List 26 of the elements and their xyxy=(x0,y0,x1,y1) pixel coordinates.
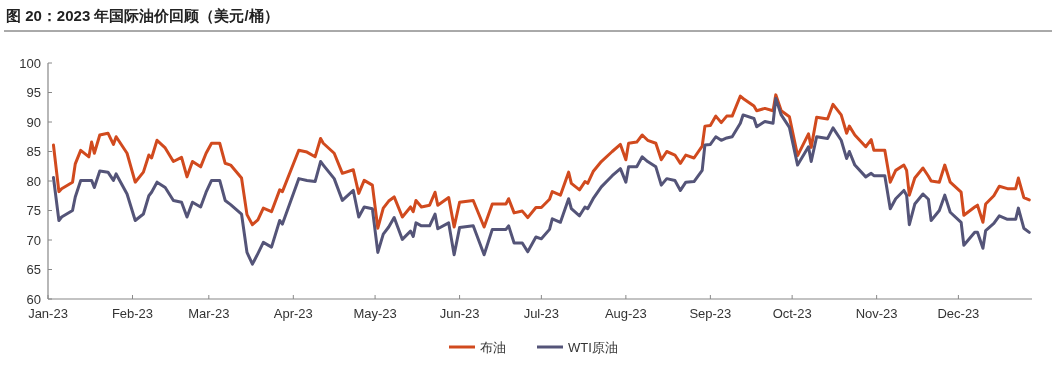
line-series xyxy=(51,93,1031,230)
legend-label: WTI原油 xyxy=(568,340,618,355)
chart-title: 图 20：2023 年国际油价回顾（美元/桶） xyxy=(6,7,279,24)
x-tick-label: Aug-23 xyxy=(604,306,647,321)
legend-label: 布油 xyxy=(480,340,506,355)
x-tick-label: Apr-23 xyxy=(273,306,313,321)
x-tick-label: Dec-23 xyxy=(937,306,980,321)
y-tick-label: 65 xyxy=(26,262,41,277)
x-tick-label: May-23 xyxy=(353,306,397,321)
y-tick-label: 80 xyxy=(26,173,41,189)
y-tick-label: 75 xyxy=(26,203,41,218)
x-tick-label: Mar-23 xyxy=(188,306,230,321)
y-tick-label: 85 xyxy=(26,144,41,159)
y-tick-label: 95 xyxy=(26,85,41,100)
x-tick-label: Jan-23 xyxy=(28,306,68,321)
y-tick-label: 100 xyxy=(19,55,41,71)
x-tick-label: Oct-23 xyxy=(772,306,812,321)
y-tick-label: 70 xyxy=(26,232,41,248)
x-tick-label: Sep-23 xyxy=(689,306,732,321)
line-series xyxy=(51,96,1031,266)
x-tick-label: Jun-23 xyxy=(439,306,480,321)
x-tick-label: Jul-23 xyxy=(523,306,560,321)
y-tick-label: 90 xyxy=(26,114,41,130)
x-tick-label: Feb-23 xyxy=(111,306,154,321)
y-tick-label: 60 xyxy=(26,291,41,307)
x-tick-label: Nov-23 xyxy=(855,306,898,321)
